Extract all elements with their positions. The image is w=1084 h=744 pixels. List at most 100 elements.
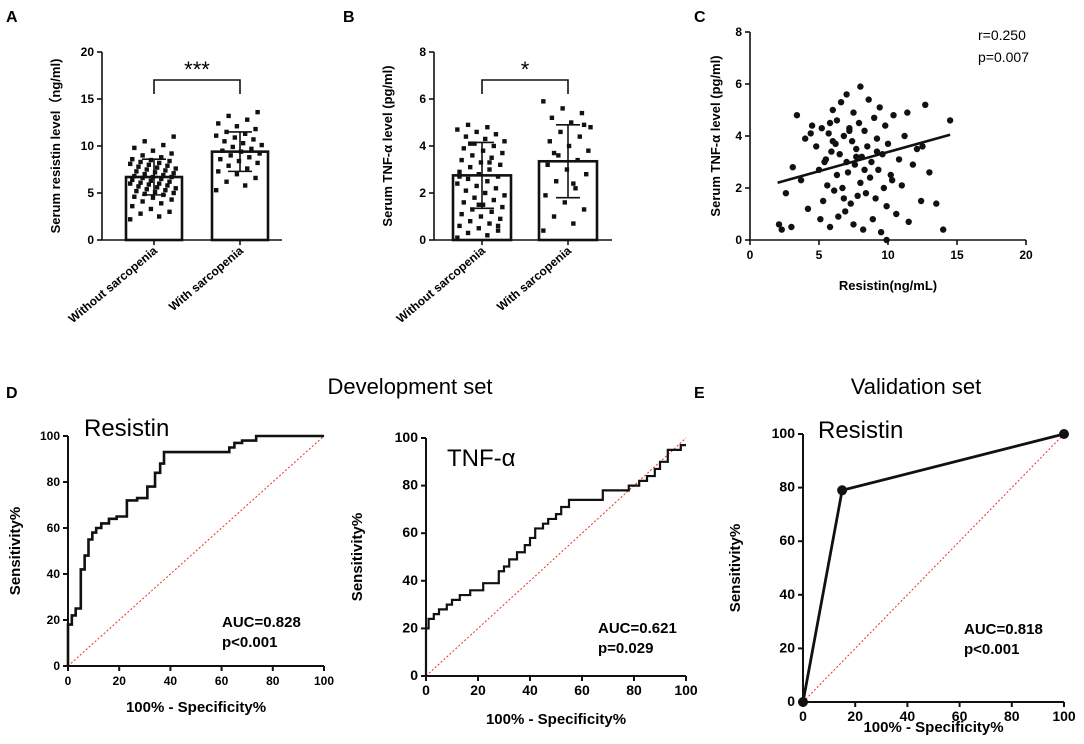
data-point [465,230,471,236]
data-point [498,216,503,222]
data-point [150,148,156,153]
data-point [171,190,176,196]
data-point [864,143,871,150]
data-point [500,150,505,156]
data-point [862,190,870,197]
data-point [836,151,843,158]
y-tick-label: 60 [402,524,418,540]
data-point [545,162,550,167]
x-tick-label: 0 [747,248,754,262]
data-point [171,171,176,176]
x-axis-title: 100% - Specificity% [126,699,266,716]
development-set-title: Development set [327,374,492,399]
data-point [581,122,587,128]
y-tick-label: 4 [735,129,742,143]
data-point [876,104,883,111]
y-tick-label: 4 [419,139,426,153]
y-tick-label: 0 [53,659,60,673]
data-point [148,157,154,163]
data-point [487,221,492,226]
data-point [478,214,484,219]
data-point [148,178,154,183]
panel-c-scatter-plot: 0 2 4 6 8 0 5 10 15 20 Serum TNF-α level (pg/ml) Re… [708,25,1033,293]
data-point [564,167,570,172]
x-tick-label: 40 [900,708,916,724]
data-point [571,221,576,226]
data-point [485,233,490,238]
data-point [588,125,593,130]
y-tick-label: 2 [735,181,742,195]
data-point [850,109,857,116]
roc-title: TNF-α [447,445,516,472]
data-point [169,151,174,156]
y-tick-label: 0 [787,693,795,709]
category-label: With sarcopenia [166,243,246,313]
data-point [802,135,809,142]
data-point [846,127,853,134]
data-point [474,129,479,135]
panel-label-b: B [343,9,355,26]
data-point [579,110,585,116]
data-point [173,166,178,171]
data-point [554,179,559,184]
data-point [216,121,221,126]
data-point [788,223,795,231]
x-tick-label: 15 [950,248,964,262]
data-point [457,169,462,175]
data-point [884,140,892,147]
data-point [468,141,473,146]
x-axis-title: Resistin(ng/mL) [839,278,937,293]
data-point [875,166,882,173]
y-tick-label: 40 [402,572,418,588]
data-point [830,187,838,194]
data-point [474,183,479,189]
roc-point [798,697,808,707]
y-tick-label: 100 [40,429,60,443]
p-value: p<0.001 [222,634,277,651]
x-tick-label: 100 [314,674,334,688]
x-tick-label: 0 [65,674,72,688]
data-point [898,182,905,189]
data-point [154,165,160,170]
data-point [547,139,552,144]
data-point [476,202,481,207]
data-point [819,197,827,205]
x-tick-label: 0 [799,708,807,724]
data-point [163,168,168,173]
data-point [926,169,933,176]
y-tick-label: 60 [47,521,61,535]
data-point [817,216,824,223]
data-point [498,162,503,167]
data-point [232,135,238,140]
x-tick-label: 100 [1052,708,1076,724]
data-point [551,214,557,219]
roc-curve [424,444,686,676]
y-axis-title: Serum resistin level（ng/ml) [48,59,63,234]
data-point [865,96,872,103]
reference-diagonal [67,435,325,667]
data-point [159,155,164,160]
data-point [493,186,499,191]
data-point [872,195,879,202]
data-point [789,164,796,171]
data-point [472,141,477,146]
data-point [855,119,863,127]
data-point [150,174,156,180]
data-point [853,153,860,160]
validation-set-title: Validation set [851,374,981,399]
data-point [778,226,785,233]
data-point [797,177,805,184]
data-point [890,112,897,119]
data-point [138,211,143,216]
correlation-p: p=0.007 [978,49,1029,65]
y-tick-label: 60 [779,532,795,548]
data-point [562,200,567,205]
data-point [146,182,152,187]
y-tick-label: 100 [772,425,796,441]
category-label: With sarcopenia [494,243,574,313]
data-point [222,139,227,144]
x-tick-label: 20 [113,674,127,688]
data-point [470,153,475,158]
data-point [782,190,790,197]
data-point [173,186,178,191]
